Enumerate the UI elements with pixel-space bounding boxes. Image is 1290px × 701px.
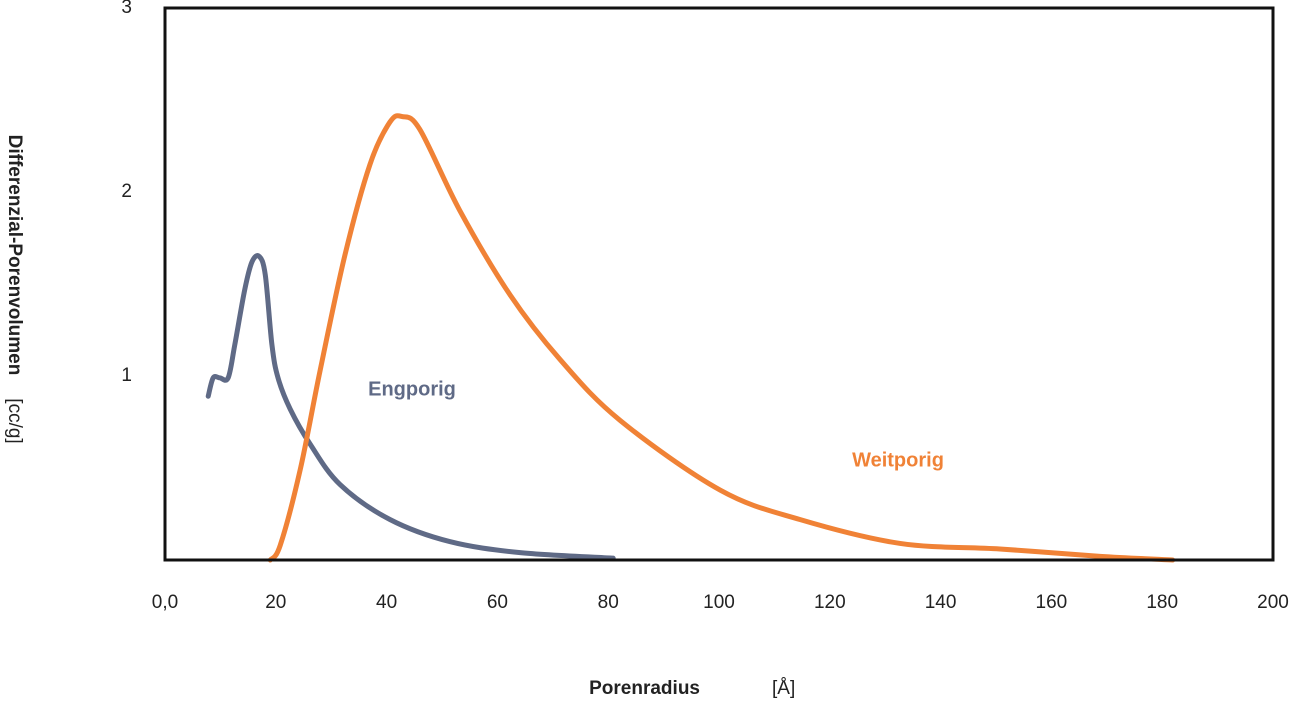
plot-frame — [163, 6, 1275, 562]
x-tick-label: 0,0 — [152, 592, 178, 613]
series-line — [205, 253, 616, 561]
x-axis-unit: [Å] — [772, 678, 795, 699]
x-tick-label: 60 — [487, 592, 508, 613]
y-tick-label: 3 — [121, 0, 132, 18]
x-tick-label: 180 — [1146, 592, 1178, 613]
series-line — [267, 113, 1176, 563]
y-tick-label: 1 — [121, 365, 132, 386]
x-tick-label: 80 — [598, 592, 619, 613]
y-axis-label: Differenzial-Porenvolumen — [4, 135, 25, 376]
series-label: Weitporig — [852, 449, 944, 471]
x-tick-label: 100 — [703, 592, 735, 613]
x-tick-label: 200 — [1257, 592, 1289, 613]
x-axis-label: Porenradius — [589, 678, 700, 699]
x-tick-label: 20 — [265, 592, 286, 613]
x-tick-label: 160 — [1036, 592, 1068, 613]
x-tick-label: 140 — [925, 592, 957, 613]
series-label: Engporig — [368, 378, 456, 400]
y-tick-label: 2 — [121, 181, 132, 202]
x-tick-label: 40 — [376, 592, 397, 613]
x-tick-label: 120 — [814, 592, 846, 613]
y-axis-unit: [cc/g] — [4, 398, 25, 443]
